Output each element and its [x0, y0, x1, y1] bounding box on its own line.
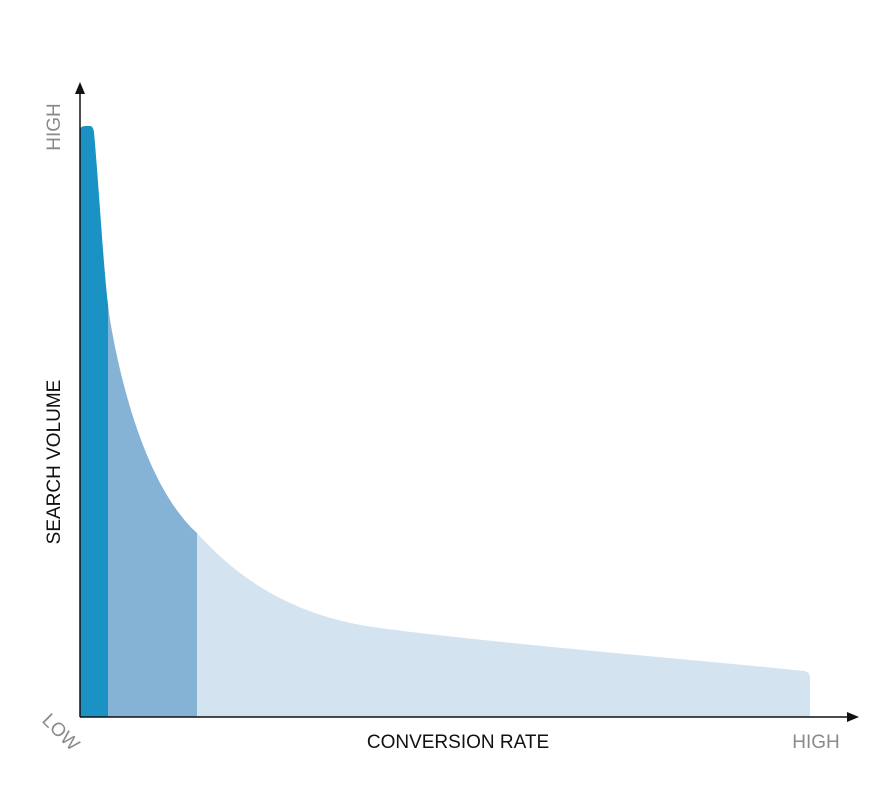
x-axis-label: CONVERSION RATE	[367, 732, 549, 753]
y-high-label: HIGH	[44, 103, 65, 151]
origin-low-label: LOW	[38, 710, 83, 755]
x-high-label: HIGH	[792, 732, 840, 753]
x-axis-arrow	[847, 712, 859, 722]
y-axis-label: SEARCH VOLUME	[44, 380, 65, 545]
mid-region	[108, 126, 197, 717]
y-axis-arrow	[75, 82, 85, 94]
